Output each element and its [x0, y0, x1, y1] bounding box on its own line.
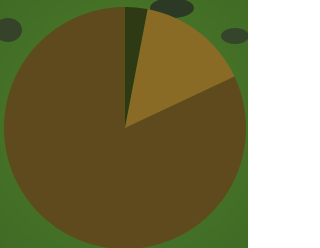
pie	[4, 7, 246, 248]
background-rock	[221, 28, 248, 44]
chart	[0, 0, 248, 248]
